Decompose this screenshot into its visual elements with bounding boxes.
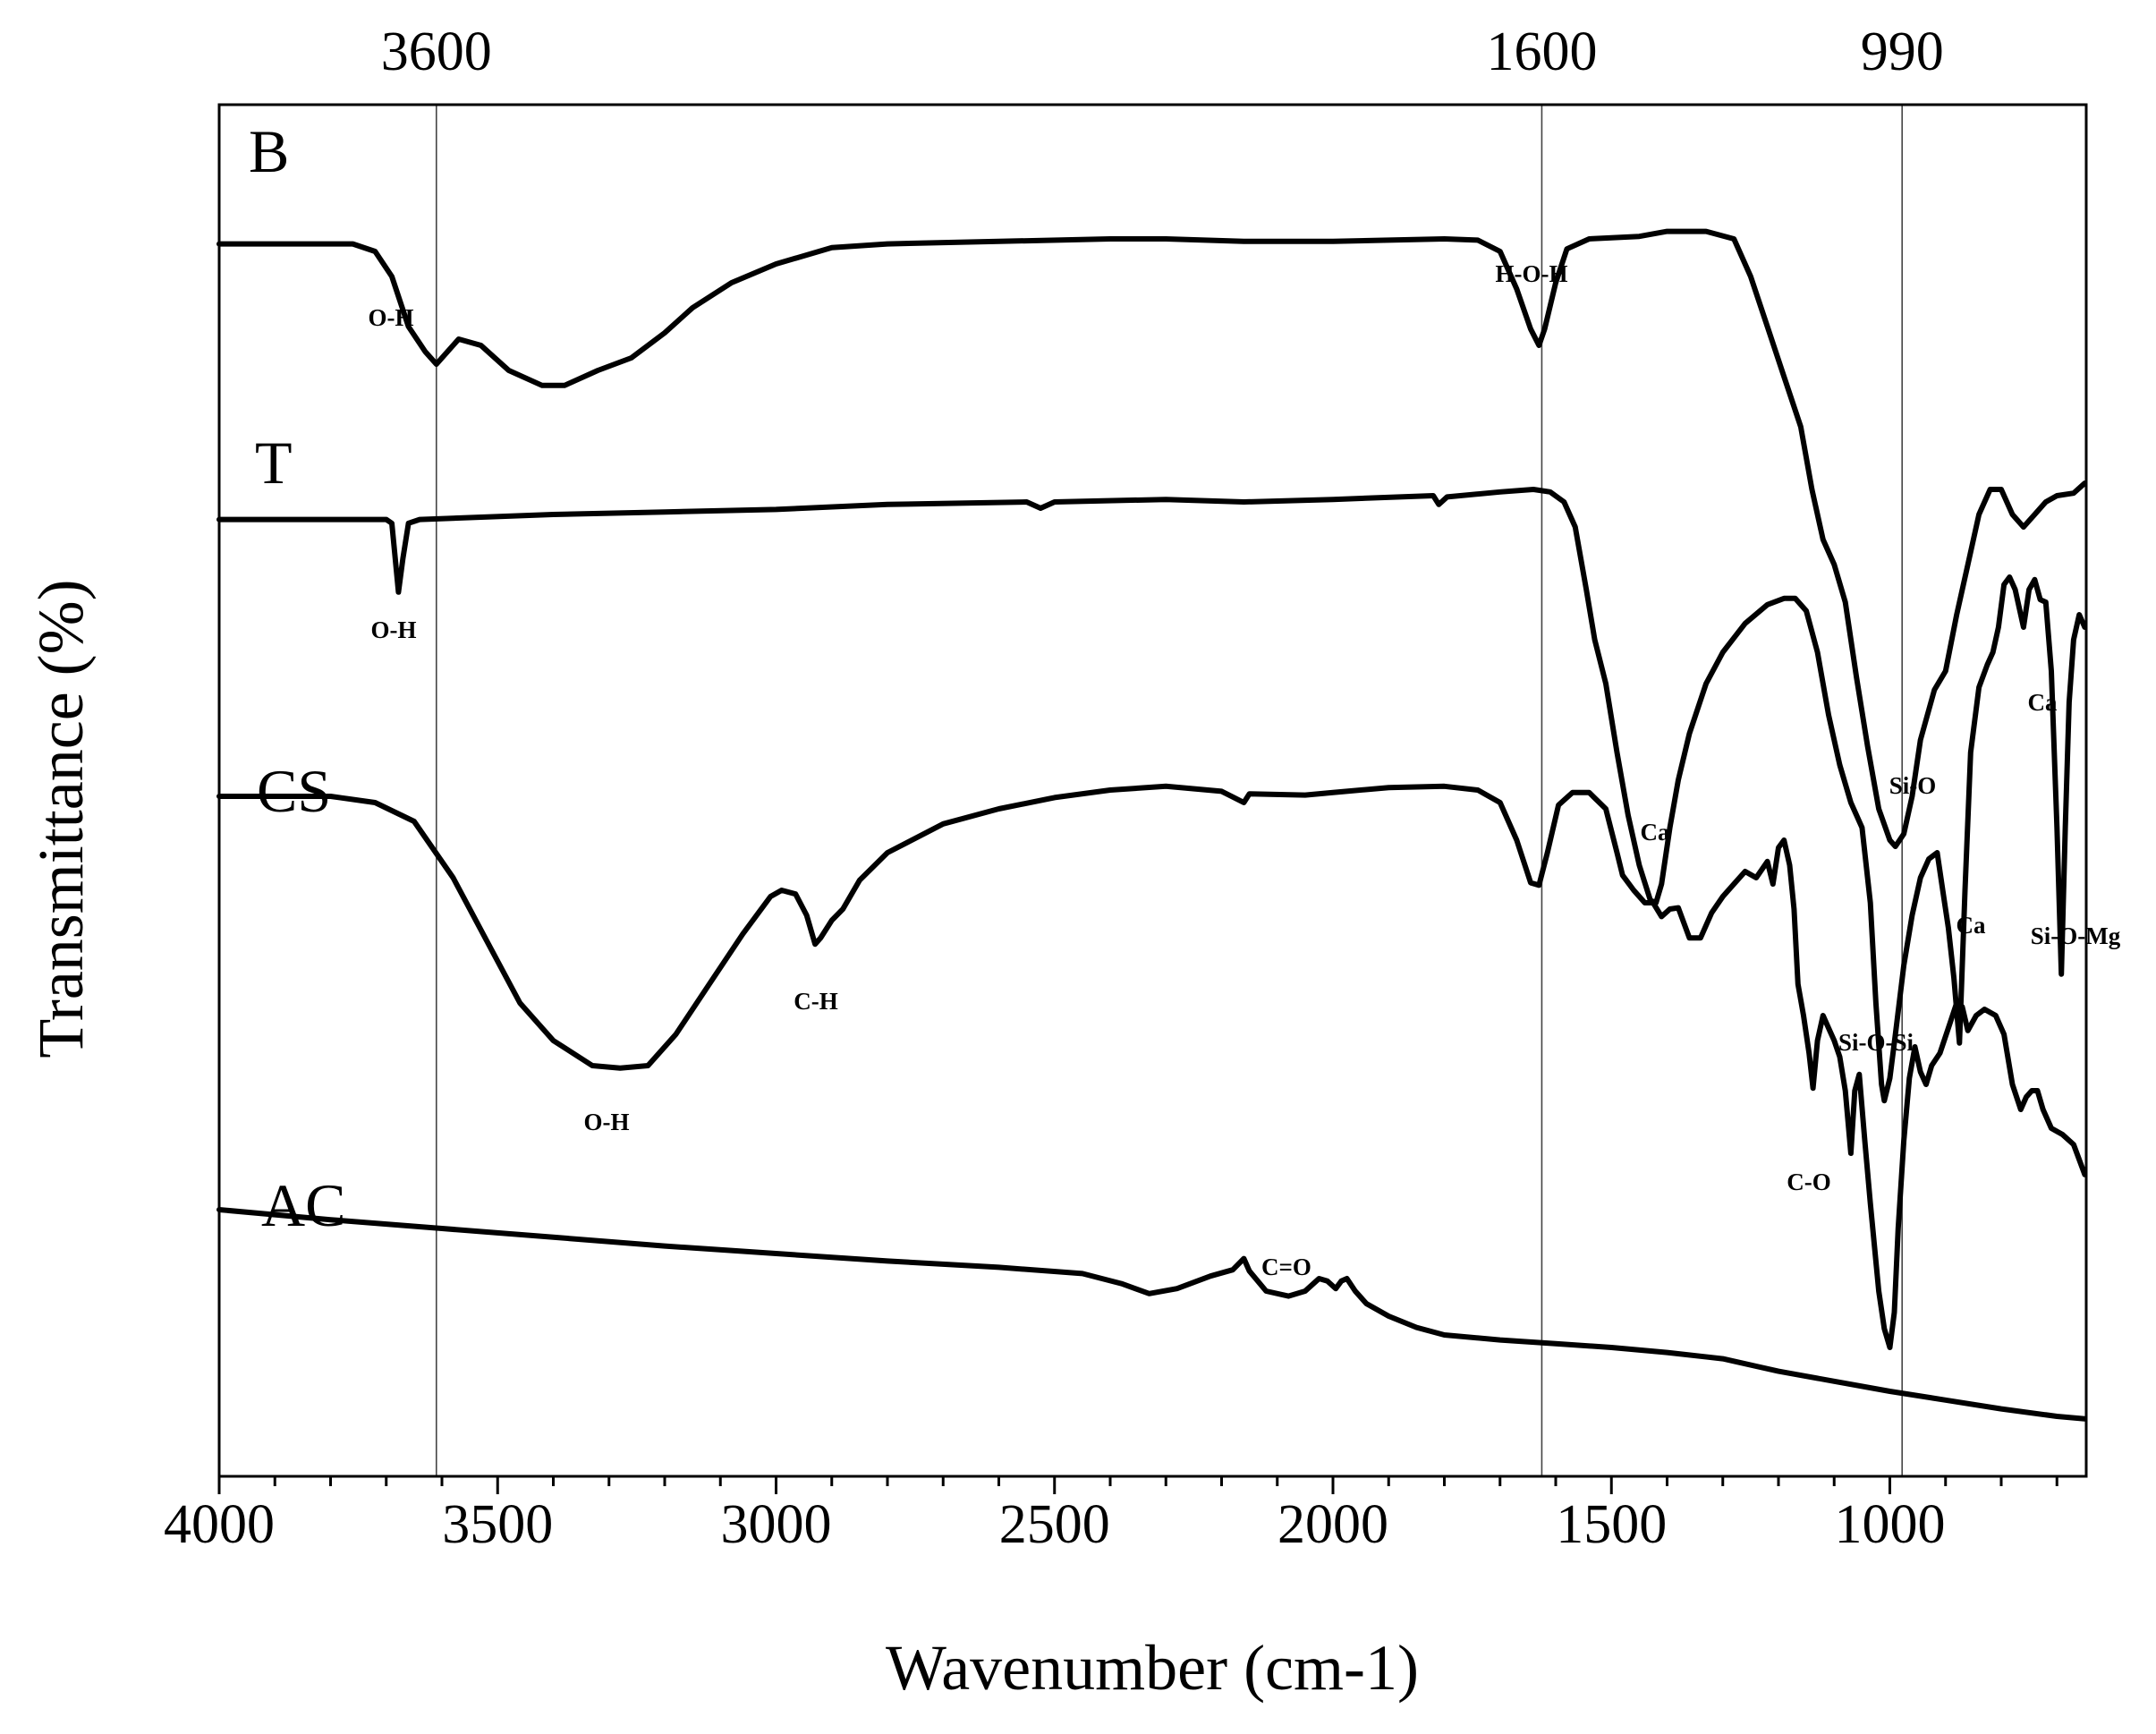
x-tick-label: 1500 bbox=[1556, 1494, 1667, 1555]
x-tick-label: 1000 bbox=[1835, 1494, 1946, 1555]
x-tick-label: 3000 bbox=[721, 1494, 832, 1555]
series-labels: B T CS AC bbox=[249, 117, 345, 1239]
y-axis-title: Transmittance (%) bbox=[25, 579, 97, 1058]
peak-annotation: Ca bbox=[2028, 689, 2058, 716]
peak-annotation: Ca bbox=[1641, 819, 1670, 846]
x-tick-label: 4000 bbox=[164, 1494, 275, 1555]
spectrum-line-ac bbox=[216, 1207, 2088, 1422]
reference-line-labels: 3600 1600 990 bbox=[381, 21, 1944, 82]
x-axis-title: Wavenumber (cm-1) bbox=[886, 1632, 1419, 1704]
x-tick-label: 3500 bbox=[442, 1494, 553, 1555]
plot-frame bbox=[217, 103, 2088, 1478]
series-label-cs: CS bbox=[257, 757, 331, 825]
reference-line-label: 3600 bbox=[381, 21, 492, 82]
peak-annotation: Si-O-Si bbox=[1838, 1029, 1914, 1056]
x-axis-ticks bbox=[217, 1476, 2058, 1494]
series-label-t: T bbox=[255, 429, 293, 497]
x-tick-label: 2000 bbox=[1277, 1494, 1388, 1555]
peak-annotation: C-H bbox=[794, 988, 838, 1015]
spectrum-line-cs bbox=[216, 783, 2088, 1350]
series-label-ac: AC bbox=[261, 1171, 345, 1239]
peak-annotation: O-H bbox=[584, 1109, 630, 1135]
peak-annotations: O-H H-O-H O-H Ca Si-O Ca Ca Si-O-Mg O-H C-H Si-O-S… bbox=[369, 260, 2121, 1280]
peak-annotation: C-O bbox=[1787, 1169, 1831, 1195]
spectrum-line-b bbox=[216, 228, 2088, 849]
reference-lines bbox=[435, 105, 1903, 1476]
x-axis-tick-labels: 4000 3500 3000 2500 2000 1500 1000 bbox=[164, 1494, 1946, 1555]
reference-line-label: 990 bbox=[1861, 21, 1944, 82]
spectrum-line-t bbox=[216, 487, 2088, 1104]
series-label-b: B bbox=[249, 117, 289, 185]
peak-annotation: Si-O bbox=[1889, 772, 1937, 799]
x-tick-label: 2500 bbox=[999, 1494, 1110, 1555]
peak-annotation: Ca bbox=[1957, 912, 1986, 939]
spectra-curves bbox=[216, 228, 2088, 1422]
peak-annotation: O-H bbox=[369, 304, 414, 331]
peak-annotation: O-H bbox=[371, 616, 417, 643]
peak-annotation: H-O-H bbox=[1496, 260, 1568, 287]
peak-annotation: Si-O-Mg bbox=[2031, 922, 2121, 949]
reference-line-label: 1600 bbox=[1486, 21, 1597, 82]
peak-annotation: C=O bbox=[1261, 1254, 1311, 1280]
